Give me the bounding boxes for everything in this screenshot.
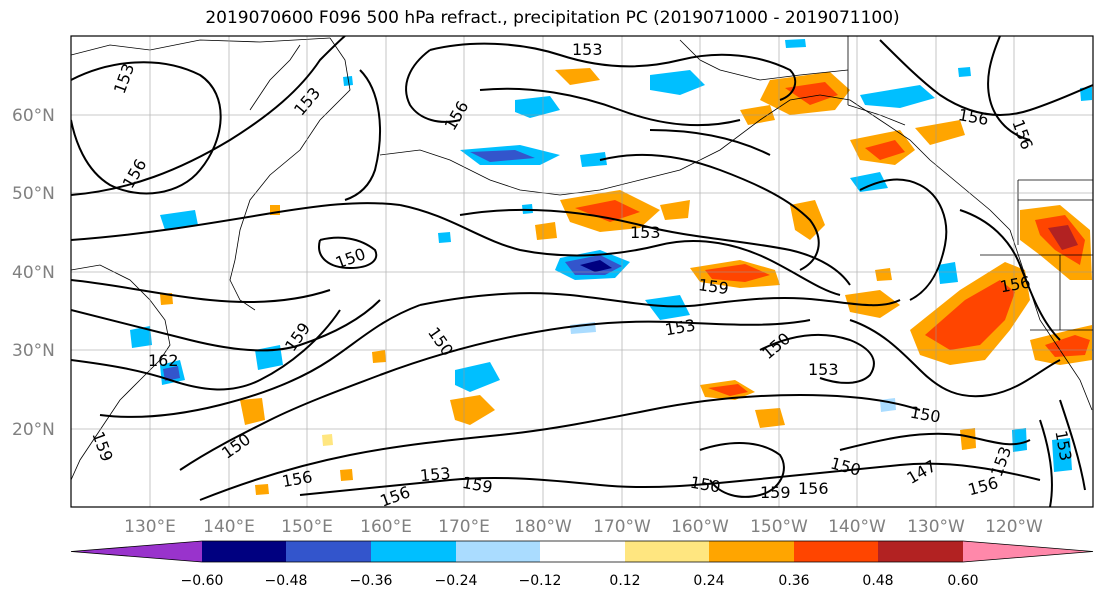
contour-label: 153 (630, 223, 661, 242)
contour-label: 153 (419, 464, 451, 486)
colorbar-tick-label: −0.48 (265, 573, 308, 589)
colorbar-segment (71, 541, 202, 562)
lon-label: 160°W (671, 517, 729, 537)
contour-label: 153 (572, 40, 603, 59)
refractivity-contours (71, 36, 1093, 507)
contour-label: 150 (828, 453, 862, 479)
colorbar-tick-labels: −0.60 −0.48 −0.36 −0.24 −0.12 0.12 0.24 … (181, 573, 979, 589)
colorbar-segment (625, 541, 709, 562)
colorbar-tick-label: −0.36 (350, 573, 393, 589)
contour-label: 159 (88, 429, 116, 464)
colorbar-segment (286, 541, 371, 562)
colorbar-tick-label: −0.60 (181, 573, 224, 589)
colorbar-tick-label: 0.36 (778, 573, 809, 589)
contour-label: 159 (760, 483, 791, 502)
colorbar-segment (963, 541, 1093, 562)
contour-label: 150 (424, 324, 457, 360)
lon-label: 170°W (593, 517, 651, 537)
contour-label: 150 (218, 430, 254, 463)
contour-label: 150 (333, 244, 368, 272)
lon-label: 120°W (985, 517, 1043, 537)
colorbar-segment (878, 541, 963, 562)
contour-label: 156 (966, 473, 1000, 499)
lat-label: 60°N (12, 106, 55, 126)
contour-label: 150 (758, 329, 794, 363)
contour-label: 156 (798, 479, 829, 498)
contour-label: 153 (808, 360, 839, 379)
lon-label: 160°E (360, 517, 412, 537)
latitude-labels: 60°N 50°N 40°N 30°N 20°N (12, 106, 55, 440)
colorbar-tick-label: −0.12 (519, 573, 562, 589)
lon-label: 170°E (438, 517, 490, 537)
colorbar-tick-label: 0.12 (609, 573, 640, 589)
colorbar-segment (709, 541, 794, 562)
contour-label: 156 (1008, 117, 1036, 152)
colorbar-tick-label: −0.24 (435, 573, 478, 589)
lon-label: 180°W (514, 517, 572, 537)
contour-label: 147 (904, 456, 940, 488)
contour-label: 153 (663, 315, 696, 339)
colorbar (70, 540, 1094, 563)
lon-label: 130°W (907, 517, 965, 537)
chart-title: 2019070600 F096 500 hPa refract., precip… (205, 8, 900, 28)
precip-positive (160, 68, 1092, 495)
lat-label: 30°N (12, 341, 55, 361)
map-frame (70, 35, 1094, 508)
colorbar-tick-label: 0.48 (862, 573, 893, 589)
colorbar-segment (456, 541, 540, 562)
lon-label: 140°W (828, 517, 886, 537)
contour-label: 153 (110, 61, 138, 96)
lat-label: 50°N (12, 184, 55, 204)
colorbar-tick-label: 0.60 (947, 573, 978, 589)
contour-label: 150 (909, 403, 942, 427)
contour-label: 159 (281, 319, 314, 355)
gridlines (71, 36, 1093, 507)
lon-label: 130°E (124, 517, 176, 537)
colorbar-segment (794, 541, 878, 562)
lon-label: 140°E (203, 517, 255, 537)
colorbar-segment (202, 541, 286, 562)
contour-label: 159 (697, 275, 730, 298)
colorbar-tick-label: 0.24 (693, 573, 724, 589)
colorbar-segment (540, 541, 625, 562)
longitude-labels: 130°E 140°E 150°E 160°E 170°E 180°W 170°… (124, 517, 1043, 537)
lat-label: 20°N (12, 420, 55, 440)
contour-label: 159 (461, 473, 494, 497)
contour-label: 156 (441, 98, 473, 134)
contour-label: 150 (689, 473, 722, 497)
lon-label: 150°W (750, 517, 808, 537)
precip-negative (130, 39, 1092, 472)
lon-label: 150°E (281, 517, 333, 537)
colorbar-segment (371, 541, 456, 562)
contour-label: 156 (280, 467, 313, 491)
lat-label: 40°N (12, 263, 55, 283)
contour-label: 162 (148, 351, 179, 370)
coastlines (71, 37, 1093, 481)
colorbar-outline (70, 540, 1094, 563)
